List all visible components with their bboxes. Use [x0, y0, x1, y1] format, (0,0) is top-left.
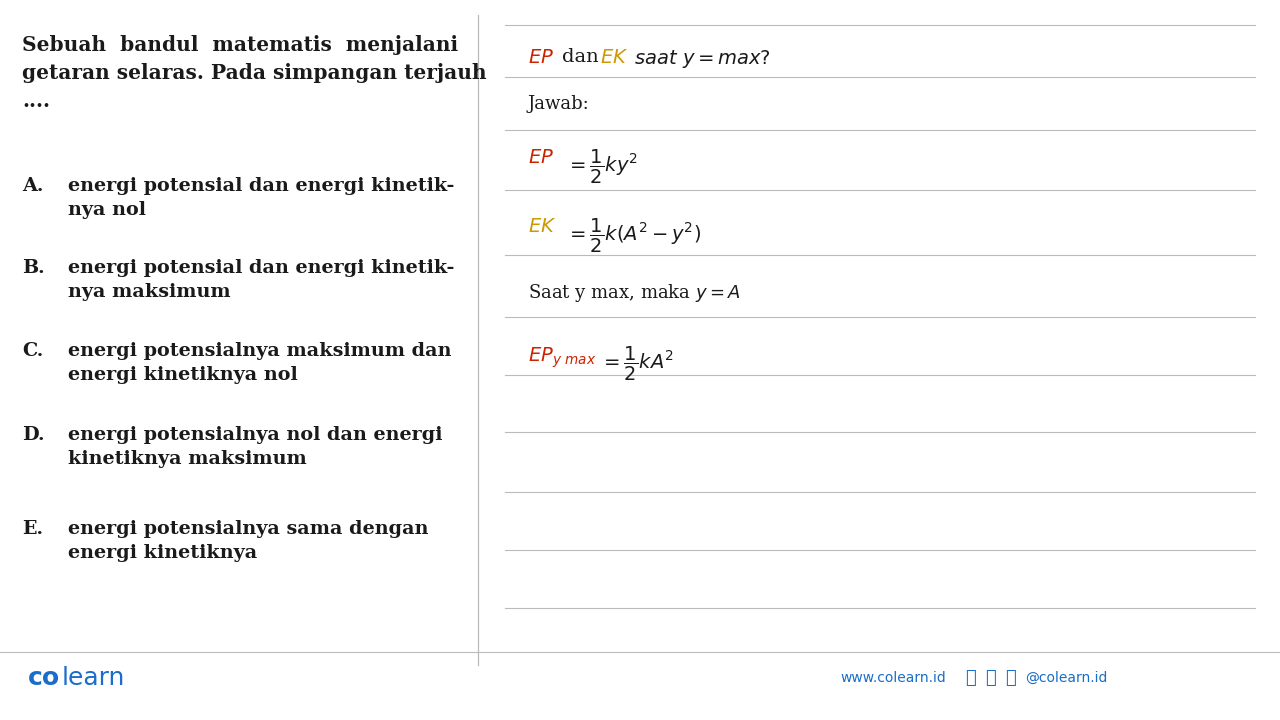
Text: $\mathit{EP}_{\mathit{y}\ \mathit{max}}$: $\mathit{EP}_{\mathit{y}\ \mathit{max}}$	[529, 345, 596, 369]
Text: Jawab:: Jawab:	[529, 95, 590, 113]
Text: B.: B.	[22, 259, 45, 277]
Text: D.: D.	[22, 426, 45, 444]
Text: kinetiknya maksimum: kinetiknya maksimum	[68, 450, 307, 468]
Text: ....: ....	[22, 91, 50, 111]
Text: A.: A.	[22, 177, 44, 195]
Text: E.: E.	[22, 520, 44, 538]
Text: energi potensial dan energi kinetik-: energi potensial dan energi kinetik-	[68, 177, 454, 195]
Text: $\mathit{EP}$: $\mathit{EP}$	[529, 48, 554, 67]
Text: $= \dfrac{1}{2}k(A^2 - y^2)$: $= \dfrac{1}{2}k(A^2 - y^2)$	[566, 217, 701, 255]
Text: energi kinetiknya nol: energi kinetiknya nol	[68, 366, 298, 384]
Text: www.colearn.id: www.colearn.id	[840, 671, 946, 685]
Text: @colearn.id: @colearn.id	[1025, 671, 1107, 685]
Text: Sebuah  bandul  matematis  menjalani: Sebuah bandul matematis menjalani	[22, 35, 458, 55]
Text: $\mathit{EK}$: $\mathit{EK}$	[600, 48, 628, 67]
Text: nya nol: nya nol	[68, 201, 146, 219]
Text: getaran selaras. Pada simpangan terjauh: getaran selaras. Pada simpangan terjauh	[22, 63, 486, 83]
Text: : 	[965, 669, 975, 687]
Text: nya maksimum: nya maksimum	[68, 283, 230, 301]
Text: C.: C.	[22, 342, 44, 360]
Text: energi potensialnya sama dengan: energi potensialnya sama dengan	[68, 520, 429, 538]
Text: $\mathit{EP}$: $\mathit{EP}$	[529, 148, 554, 167]
Text: : 	[986, 669, 996, 687]
Text: energi potensial dan energi kinetik-: energi potensial dan energi kinetik-	[68, 259, 454, 277]
Text: dan: dan	[562, 48, 599, 66]
Text: co: co	[28, 666, 60, 690]
Text: $= \dfrac{1}{2}ky^2$: $= \dfrac{1}{2}ky^2$	[566, 148, 637, 186]
Text: $\mathit{saat}\ \mathit{y} = \mathit{max}$?: $\mathit{saat}\ \mathit{y} = \mathit{max…	[634, 48, 771, 70]
Text: energi kinetiknya: energi kinetiknya	[68, 544, 257, 562]
Text: Saat y max, maka $\mathit{y} = \mathit{A}$: Saat y max, maka $\mathit{y} = \mathit{A…	[529, 282, 741, 304]
Text: $\mathit{EK}$: $\mathit{EK}$	[529, 217, 557, 236]
Text: learn: learn	[61, 666, 125, 690]
Text: energi potensialnya nol dan energi: energi potensialnya nol dan energi	[68, 426, 443, 444]
Text: : 	[1005, 669, 1016, 687]
Text: energi potensialnya maksimum dan: energi potensialnya maksimum dan	[68, 342, 452, 360]
Text: $= \dfrac{1}{2}kA^2$: $= \dfrac{1}{2}kA^2$	[600, 345, 675, 383]
